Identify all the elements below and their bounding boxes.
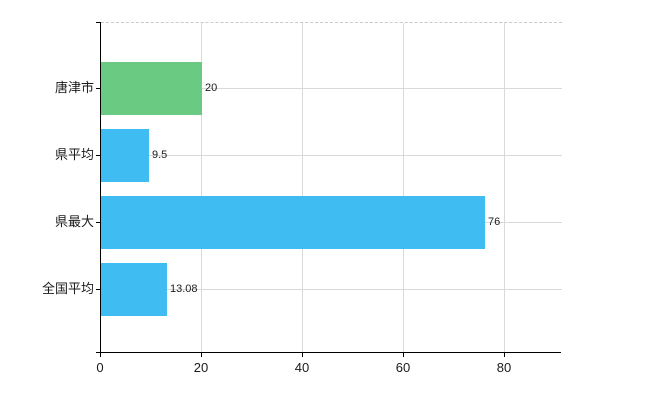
y-axis-tick: [96, 88, 100, 89]
x-tick-label: 0: [96, 360, 104, 375]
bar-value-label: 20: [205, 82, 218, 94]
y-gridline: [101, 88, 562, 89]
y-axis-end-tick: [96, 22, 100, 23]
bar-value-label: 13.08: [170, 283, 198, 295]
x-tick-label: 20: [193, 360, 209, 375]
x-axis-line: [96, 352, 561, 353]
y-axis-tick: [96, 155, 100, 156]
x-axis-tick: [100, 353, 101, 357]
x-gridline: [403, 23, 404, 352]
category-label: 県平均: [54, 147, 94, 162]
category-label: 唐津市: [54, 80, 94, 95]
bar-県平均: [101, 128, 149, 182]
bar-全国平均: [101, 262, 167, 316]
bar-唐津市: [101, 61, 202, 115]
y-gridline: [101, 289, 562, 290]
x-tick-label: 40: [294, 360, 310, 375]
y-axis-line: [100, 22, 101, 356]
x-gridline: [201, 23, 202, 352]
y-gridline: [101, 155, 562, 156]
plot-top-gridline: [101, 22, 562, 23]
y-axis-tick: [96, 289, 100, 290]
category-label: 全国平均: [41, 281, 94, 296]
bar-value-label: 76: [488, 216, 501, 228]
bar-県最大: [101, 195, 485, 249]
x-axis-tick: [302, 353, 303, 357]
x-axis-tick: [403, 353, 404, 357]
x-gridline: [302, 23, 303, 352]
x-axis-tick: [201, 353, 202, 357]
x-gridline: [504, 23, 505, 352]
bar-value-label: 9.5: [152, 149, 168, 161]
category-label: 県最大: [54, 214, 94, 229]
y-axis-tick: [96, 222, 100, 223]
x-tick-label: 80: [496, 360, 512, 375]
x-axis-tick: [504, 353, 505, 357]
x-tick-label: 60: [395, 360, 411, 375]
